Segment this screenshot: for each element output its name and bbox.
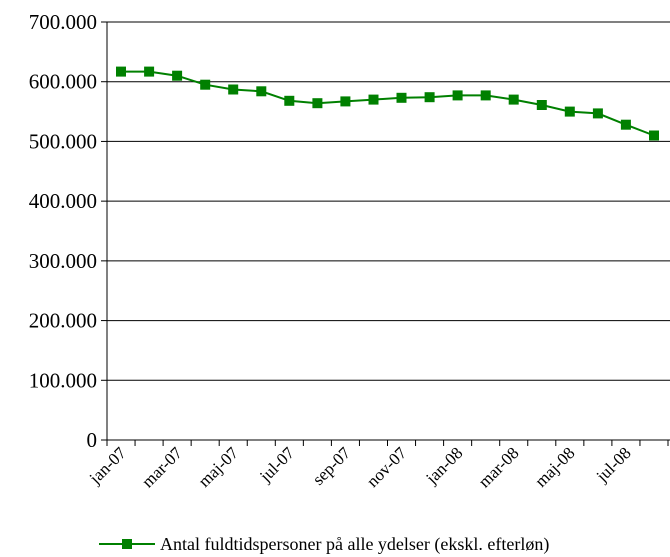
data-point <box>564 106 575 117</box>
plot-area <box>116 66 659 141</box>
x-tick-label: maj-07 <box>195 443 243 491</box>
x-tick-label: jul-07 <box>255 443 298 486</box>
axes <box>101 21 670 446</box>
data-point <box>368 94 379 105</box>
data-point <box>620 119 631 130</box>
data-point <box>452 90 463 101</box>
gridlines <box>107 21 670 381</box>
y-tick-label: 200.000 <box>29 309 97 333</box>
x-tick-label: mar-07 <box>138 443 186 491</box>
y-tick-label: 300.000 <box>29 249 97 273</box>
data-point <box>480 90 491 101</box>
y-tick-label: 600.000 <box>29 70 97 94</box>
y-tick-label: 700.000 <box>29 10 97 34</box>
data-point <box>508 94 519 105</box>
y-tick-label: 100.000 <box>29 368 97 392</box>
data-point <box>312 98 323 109</box>
x-tick-label: maj-08 <box>531 443 578 490</box>
data-point <box>649 130 659 141</box>
data-point <box>200 79 211 90</box>
x-tick-label: nov-07 <box>363 443 411 491</box>
x-tick-label: sep-07 <box>309 443 355 489</box>
data-point <box>116 66 126 77</box>
data-point <box>284 95 295 106</box>
legend-label: Antal fuldtidspersoner på alle ydelser (… <box>160 534 549 555</box>
data-point <box>536 100 547 110</box>
data-point <box>592 108 603 119</box>
y-tick-label: 0 <box>87 428 98 452</box>
data-point <box>172 70 183 81</box>
legend-marker-swatch <box>122 539 132 549</box>
legend: Antal fuldtidspersoner på alle ydelser (… <box>99 534 549 555</box>
data-point <box>144 66 155 77</box>
data-point <box>256 86 267 97</box>
data-point <box>424 92 435 103</box>
x-tick-label: mar-08 <box>475 443 523 491</box>
data-point <box>396 92 407 103</box>
data-point <box>228 84 239 95</box>
y-tick-label: 500.000 <box>29 129 97 153</box>
x-tick-label: jan-08 <box>422 443 467 488</box>
x-tick-label: jul-08 <box>592 443 635 486</box>
x-tick-labels: jan-07 mar-07 maj-07 jul-07 sep-07 nov-07 jan-… <box>85 443 635 491</box>
y-tick-labels: 0 100.000 200.000 300.000 400.000 500.000 600.… <box>29 10 97 452</box>
y-tick-label: 400.000 <box>29 189 97 213</box>
data-point <box>340 96 351 107</box>
